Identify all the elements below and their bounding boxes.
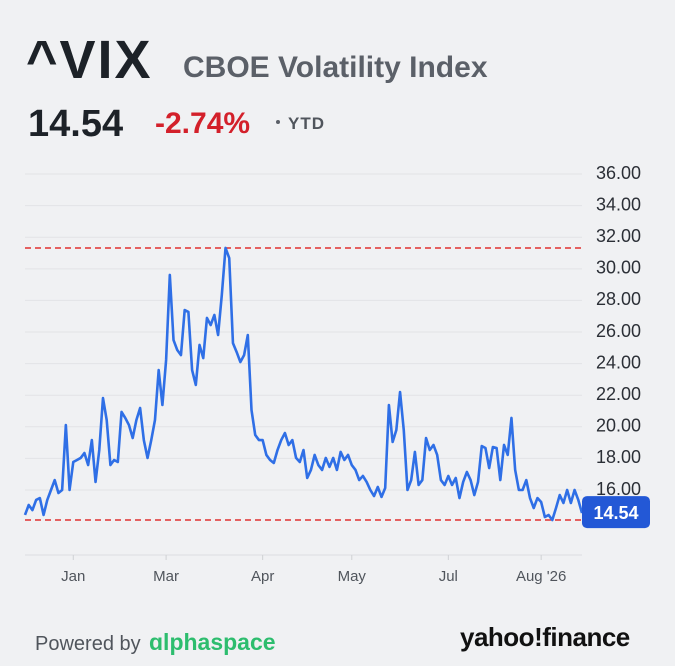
y-tick-label: 16.00 bbox=[596, 479, 641, 499]
partner-logo: ɑlphaspace bbox=[149, 629, 276, 655]
y-tick-label: 36.00 bbox=[596, 163, 641, 183]
x-tick-label: Jul bbox=[439, 568, 458, 585]
separator-dot bbox=[276, 120, 280, 124]
price-line bbox=[23, 246, 584, 522]
y-tick-label: 30.00 bbox=[596, 258, 641, 278]
y-tick-label: 32.00 bbox=[596, 226, 641, 246]
price: 14.54 bbox=[28, 103, 123, 145]
symbol: ^VIX bbox=[26, 30, 153, 90]
y-tick-label: 26.00 bbox=[596, 321, 641, 341]
y-tick-label: 28.00 bbox=[596, 289, 641, 309]
plot: 16.00 18.00 20.00 22.00 24.00 26.00 28.00 30.00… bbox=[23, 163, 650, 585]
y-tick-label: 20.00 bbox=[596, 416, 641, 436]
last-price-label: 14.54 bbox=[593, 503, 638, 523]
index-name: CBOE Volatility Index bbox=[183, 51, 488, 84]
y-tick-label: 18.00 bbox=[596, 447, 641, 467]
y-tick-label: 34.00 bbox=[596, 194, 641, 214]
brand-logo: yahoo!finance bbox=[460, 622, 630, 652]
y-tick-label: 24.00 bbox=[596, 352, 641, 372]
y-tick-label: 22.00 bbox=[596, 384, 641, 404]
x-tick-label: Jan bbox=[61, 568, 85, 585]
change: -2.74% bbox=[155, 107, 250, 140]
x-tick-label: Apr bbox=[251, 568, 274, 585]
x-tick-label: May bbox=[338, 568, 367, 585]
x-tick-label: Aug '26 bbox=[516, 568, 566, 585]
powered-by: Powered by bbox=[35, 633, 141, 655]
last-price-badge bbox=[582, 496, 650, 529]
x-tick-label: Mar bbox=[153, 568, 179, 585]
period: YTD bbox=[288, 114, 325, 133]
